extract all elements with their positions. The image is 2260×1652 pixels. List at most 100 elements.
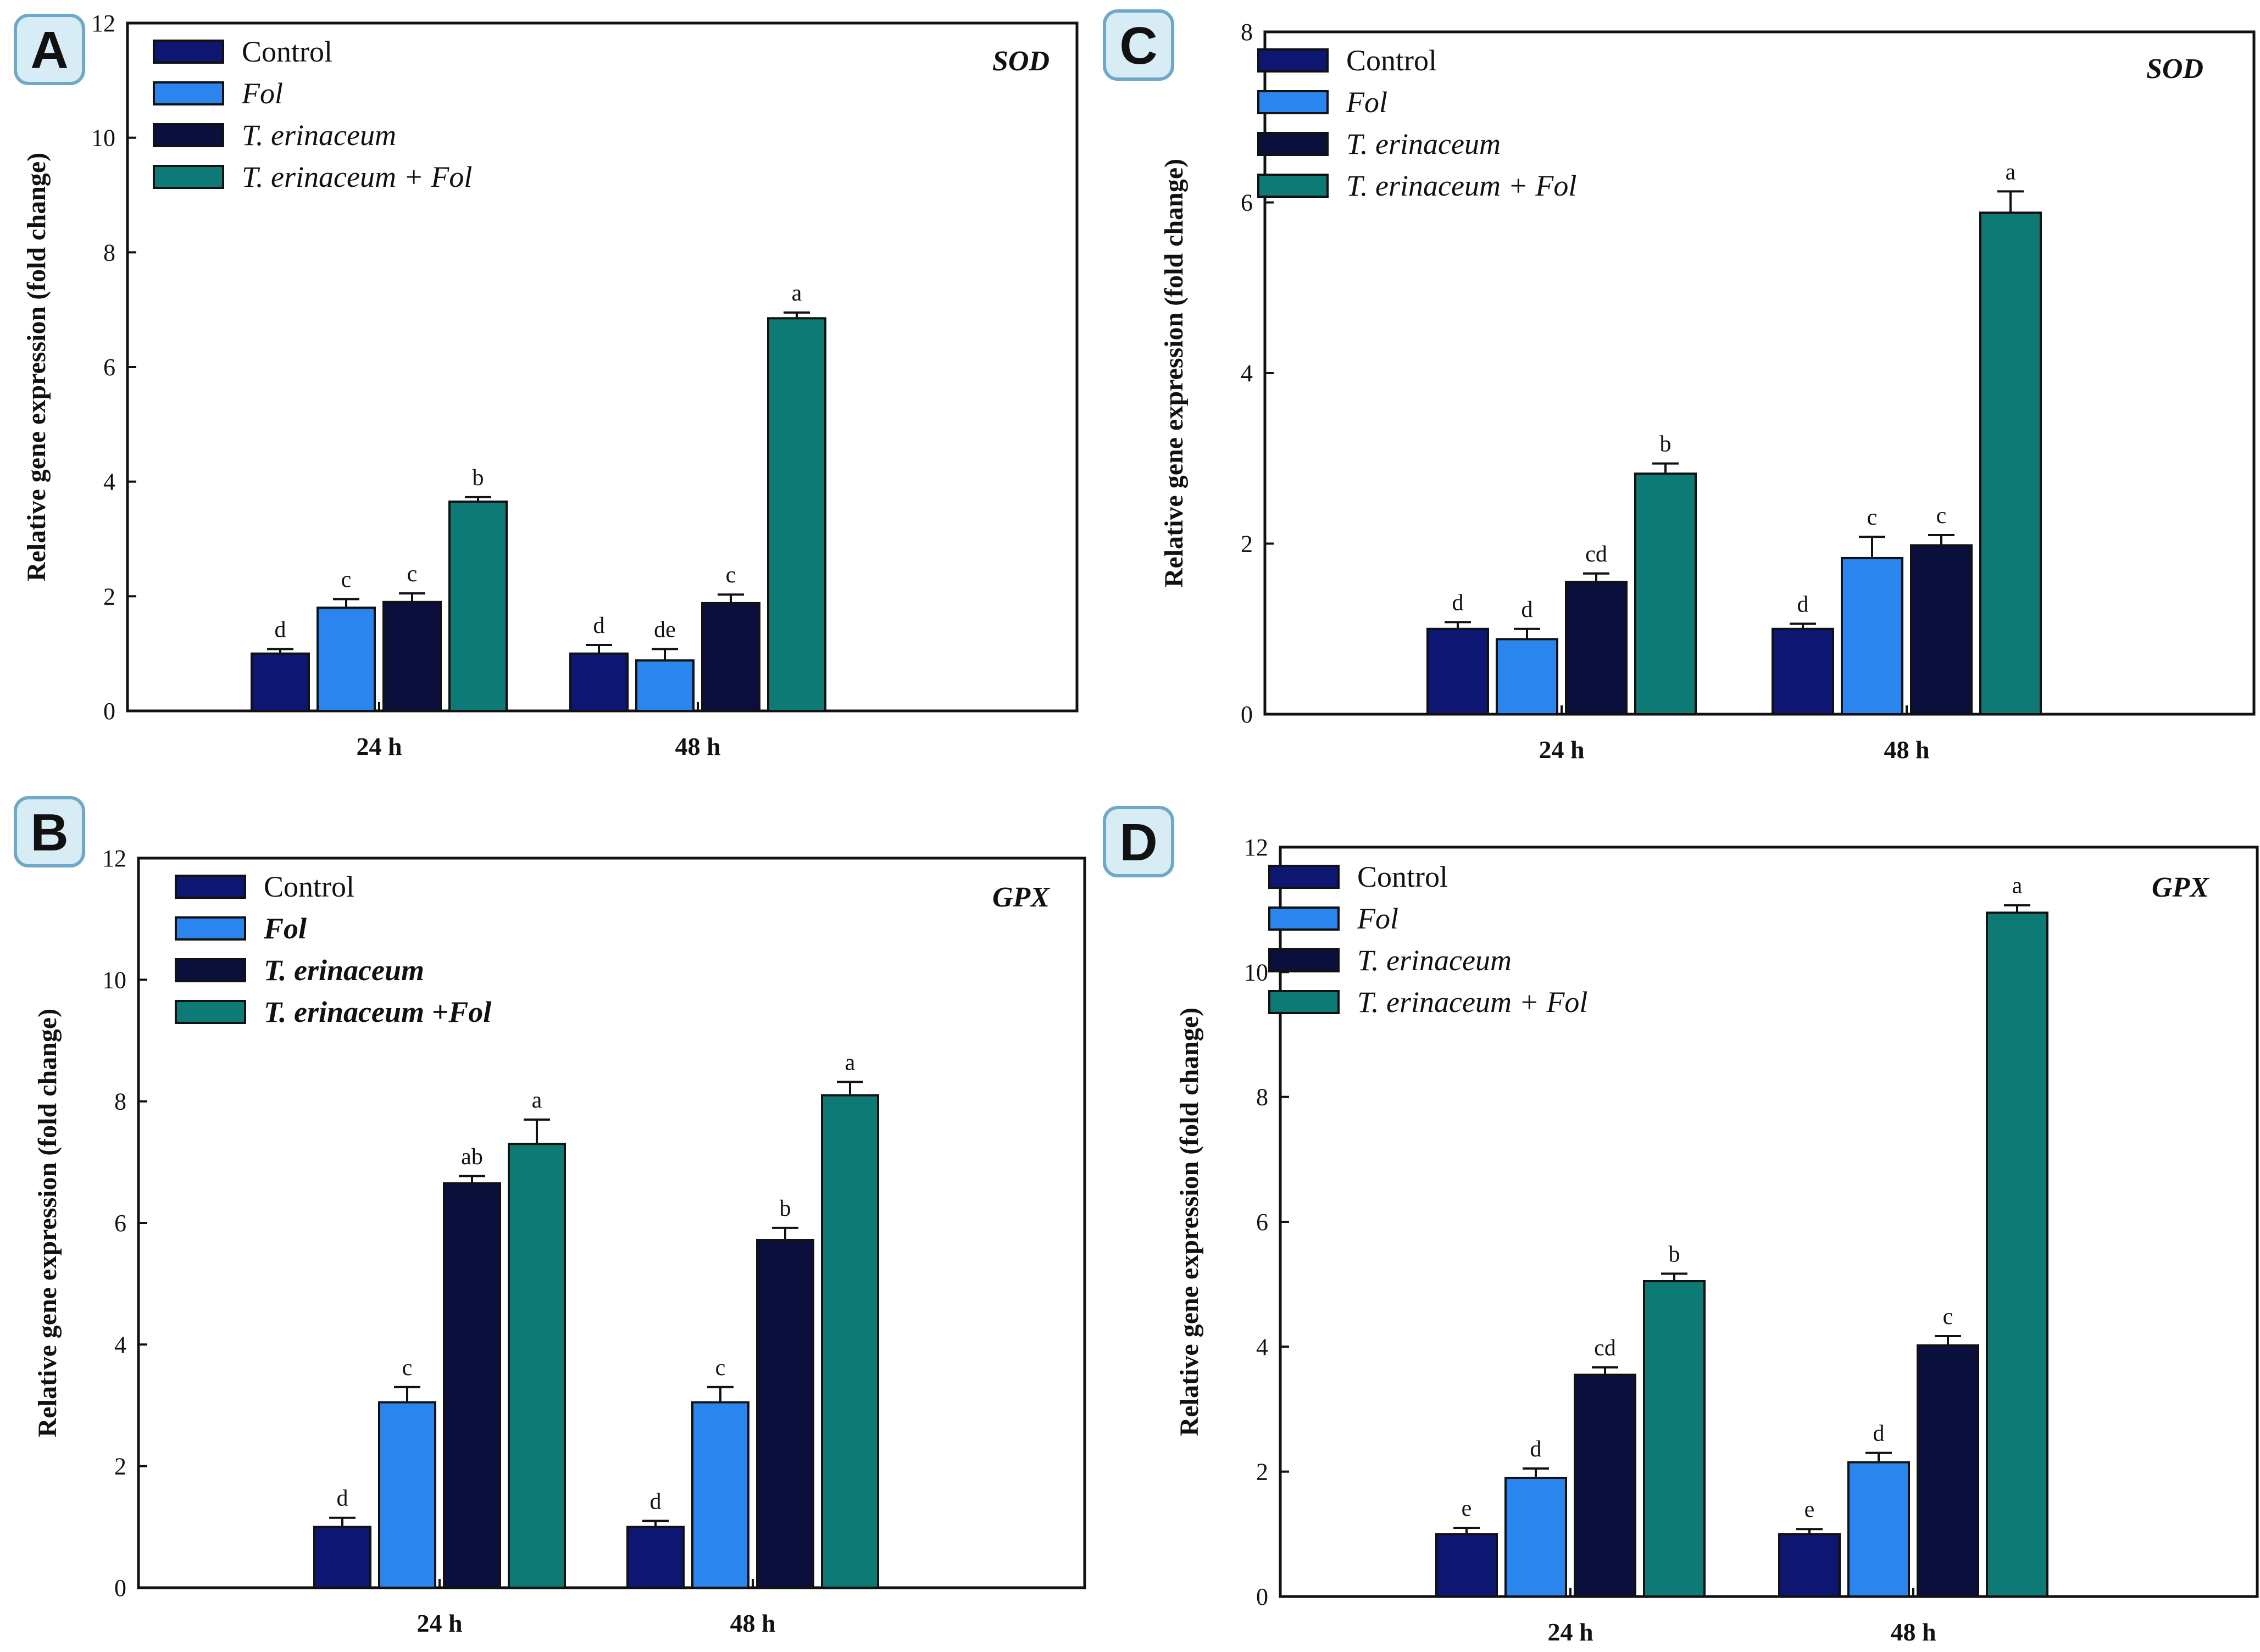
gene-title: GPX [2152,872,2209,903]
significance-label: d [593,613,605,638]
significance-label: a [792,281,802,306]
significance-label: de [654,617,676,642]
panel-c: C 0 2 4 6 8 Relative gene expression (fold cha… [1103,9,2256,764]
significance-label: d [1452,590,1464,615]
y-tick-label: 12 [1244,834,1268,861]
legend-swatch [1257,90,1329,114]
y-tick-label: 2 [114,1453,126,1480]
significance-label: b [780,1196,791,1221]
bar [626,1526,685,1589]
legend-swatch [175,916,246,941]
legend-label: Control [1357,860,1448,893]
significance-label: c [407,561,418,587]
panel-badge-box [1103,9,1174,81]
legend: Control Fol T. erinaceum T. erinaceum + Fol [1257,44,1576,202]
bar [635,659,695,712]
legend-label: Control [264,870,354,903]
legend-swatch [1268,990,1340,1014]
panel-b: B 0 2 4 6 8 10 12 Relative gene expression (fold… [14,796,1086,1637]
legend-label: Fol [241,77,283,110]
y-tick-label: 2 [1241,531,1253,558]
bar [756,1238,814,1589]
bar [1841,557,1903,716]
significance-label: c [1867,505,1878,530]
legend-label: T. erinaceum +Fol [264,995,491,1028]
y-tick-label: 6 [114,1210,126,1237]
y-axis-label: Relative gene expression (fold change) [1159,159,1189,587]
bar [821,1094,879,1589]
bar [1435,1533,1498,1598]
bar [1847,1461,1910,1598]
y-tick-label: 8 [103,239,115,266]
x-tick-label: 48 h [1884,736,1929,764]
bar [313,1526,371,1589]
significance-label: d [1797,592,1809,617]
panel-badge-letter: C [1119,16,1157,75]
legend-swatch [153,165,224,189]
legend-swatch [1257,174,1329,198]
y-axis-label: Relative gene expression (fold change) [33,1009,62,1437]
significance-label: d [1522,597,1533,622]
significance-label: b [1660,432,1672,457]
y-tick-label: 4 [1256,1333,1268,1360]
bar [508,1143,566,1589]
x-tick-label: 48 h [1890,1618,1936,1646]
bar [316,607,376,712]
bar [448,500,508,713]
x-tick-label: 24 h [417,1609,462,1637]
y-tick-label: 6 [1256,1209,1268,1236]
significance-label: cd [1594,1336,1616,1361]
significance-label: c [402,1355,413,1381]
legend-label: T. erinaceum [242,119,396,152]
panel-badge-box [1103,806,1174,877]
bar [1426,627,1489,715]
legend-label: T. erinaceum + Fol [1357,986,1587,1019]
x-tick-label: 24 h [1547,1618,1593,1646]
y-tick-label: 8 [1241,19,1253,46]
bar [569,652,629,712]
y-tick-label: 10 [1244,959,1268,986]
x-tick-label: 48 h [730,1609,775,1637]
y-tick-label: 4 [1241,360,1253,387]
legend-label: T. erinaceum [1357,944,1512,977]
legend-swatch [1257,132,1329,156]
significance-label: d [650,1489,662,1514]
panel-badge-d: D [1103,806,1174,877]
x-tick-label: 24 h [1539,736,1584,764]
legend: Control Fol T. erinaceum T. erinaceum + Fol [153,35,472,193]
bar [1917,1344,1979,1598]
panel-d: D 0 2 4 6 8 10 12 Relative gene expression (fold… [1103,806,2259,1646]
bar [1772,627,1834,715]
significance-label: c [715,1355,726,1381]
gene-title: SOD [2146,53,2203,85]
legend-swatch [175,875,246,899]
significance-label: c [726,563,736,588]
y-tick-label: 0 [1256,1583,1268,1610]
legend: Control Fol T. erinaceum T. erinaceum + Fol [1268,860,1587,1019]
y-tick-label: 6 [1241,190,1253,216]
legend-swatch [1268,906,1340,931]
legend-swatch [153,40,224,64]
legend-swatch [1268,948,1340,972]
panel-badge-letter: D [1119,813,1157,872]
bar [1565,581,1628,716]
x-tick-label: 48 h [675,732,720,760]
y-tick-label: 8 [114,1088,126,1115]
significance-label: b [1669,1242,1680,1267]
gene-title: SOD [992,46,1050,77]
significance-label: d [337,1486,348,1511]
panel-badge-b: B [14,796,85,867]
legend-swatch [1268,865,1340,889]
y-tick-label: 0 [103,698,115,725]
significance-label: d [1873,1421,1885,1447]
legend-swatch [153,81,224,105]
y-tick-label: 0 [1241,701,1253,728]
y-tick-label: 10 [102,966,126,993]
legend-label: Fol [263,912,307,945]
bar [1634,472,1697,715]
significance-label: a [532,1088,542,1113]
gene-title: GPX [992,882,1050,913]
significance-label: ab [461,1144,483,1170]
bar [1910,544,1973,715]
